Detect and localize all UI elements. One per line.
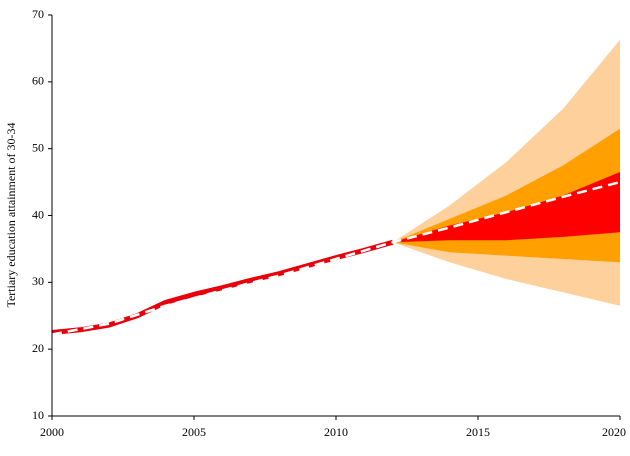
x-tick-label: 2000 xyxy=(40,425,64,439)
line xyxy=(51,180,621,336)
x-tick-label: 2010 xyxy=(324,425,348,439)
y-axis-label: Tertiary education attainment of 30-34 xyxy=(4,122,18,307)
y-tick-label: 40 xyxy=(32,207,44,221)
x-tick-label: 2015 xyxy=(466,425,490,439)
y-tick-label: 10 xyxy=(32,408,44,422)
y-tick-label: 20 xyxy=(32,341,44,355)
y-tick-label: 60 xyxy=(32,74,44,88)
y-tick-label: 70 xyxy=(32,7,44,21)
y-tick-label: 50 xyxy=(32,140,44,154)
x-tick-label: 2005 xyxy=(182,425,206,439)
line xyxy=(51,239,394,335)
x-tick-label: 2020 xyxy=(602,425,626,439)
fan-band xyxy=(392,172,620,243)
y-tick-label: 30 xyxy=(32,274,44,288)
